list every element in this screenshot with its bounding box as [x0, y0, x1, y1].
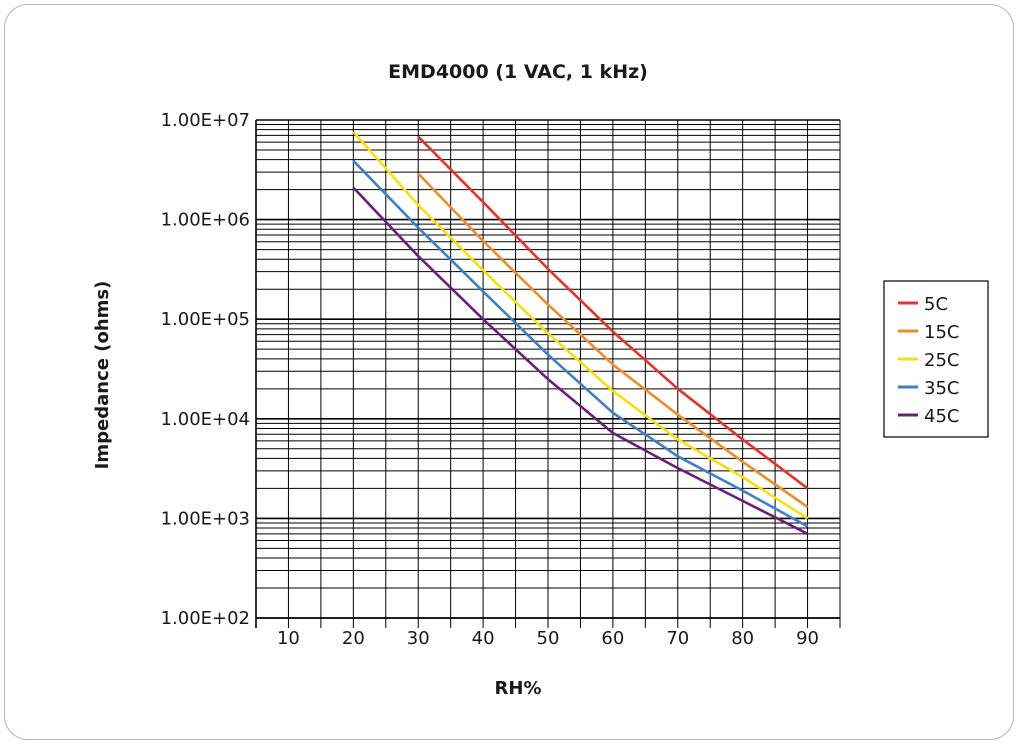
y-tick-label: 1.00E+06	[161, 210, 250, 231]
x-tick-label: 60	[601, 628, 624, 649]
x-tick-label: 40	[472, 628, 495, 649]
x-tick-label: 30	[407, 628, 430, 649]
y-tick-label: 1.00E+02	[161, 608, 250, 629]
x-tick-label: 50	[537, 628, 560, 649]
legend-label-15C: 15C	[924, 322, 959, 343]
series-line-35C	[352, 159, 809, 528]
y-tick-label: 1.00E+07	[161, 110, 250, 131]
legend-label-35C: 35C	[924, 378, 959, 399]
x-tick-label: 70	[666, 628, 689, 649]
series-line-15C	[417, 172, 809, 509]
x-tick-label: 20	[342, 628, 365, 649]
y-tick-label: 1.00E+04	[161, 409, 250, 430]
legend-label-25C: 25C	[924, 350, 959, 371]
series-layer	[352, 131, 809, 535]
legend-label-5C: 5C	[924, 294, 948, 315]
x-axis-title: RH%	[495, 678, 542, 699]
x-axis-ticks: 10 20 30 40 50 60 70 80 90	[277, 628, 819, 649]
grid	[255, 119, 841, 628]
series-line-45C	[352, 186, 809, 535]
legend: 5C 15C 25C 35C 45C	[883, 280, 989, 438]
x-tick-label: 10	[277, 628, 300, 649]
y-tick-label: 1.00E+03	[161, 508, 250, 529]
x-tick-label: 90	[796, 628, 819, 649]
x-tick-label: 80	[731, 628, 754, 649]
series-line-25C	[352, 131, 809, 520]
series-line-5C	[417, 135, 809, 490]
y-tick-label: 1.00E+05	[161, 309, 250, 330]
legend-label-45C: 45C	[924, 406, 959, 427]
y-axis-ticks: 1.00E+02 1.00E+03 1.00E+04 1.00E+05 1.00E+06…	[161, 110, 250, 629]
y-axis-title: Impedance (ohms)	[92, 281, 113, 470]
chart-title: EMD4000 (1 VAC, 1 kHz)	[388, 61, 648, 83]
